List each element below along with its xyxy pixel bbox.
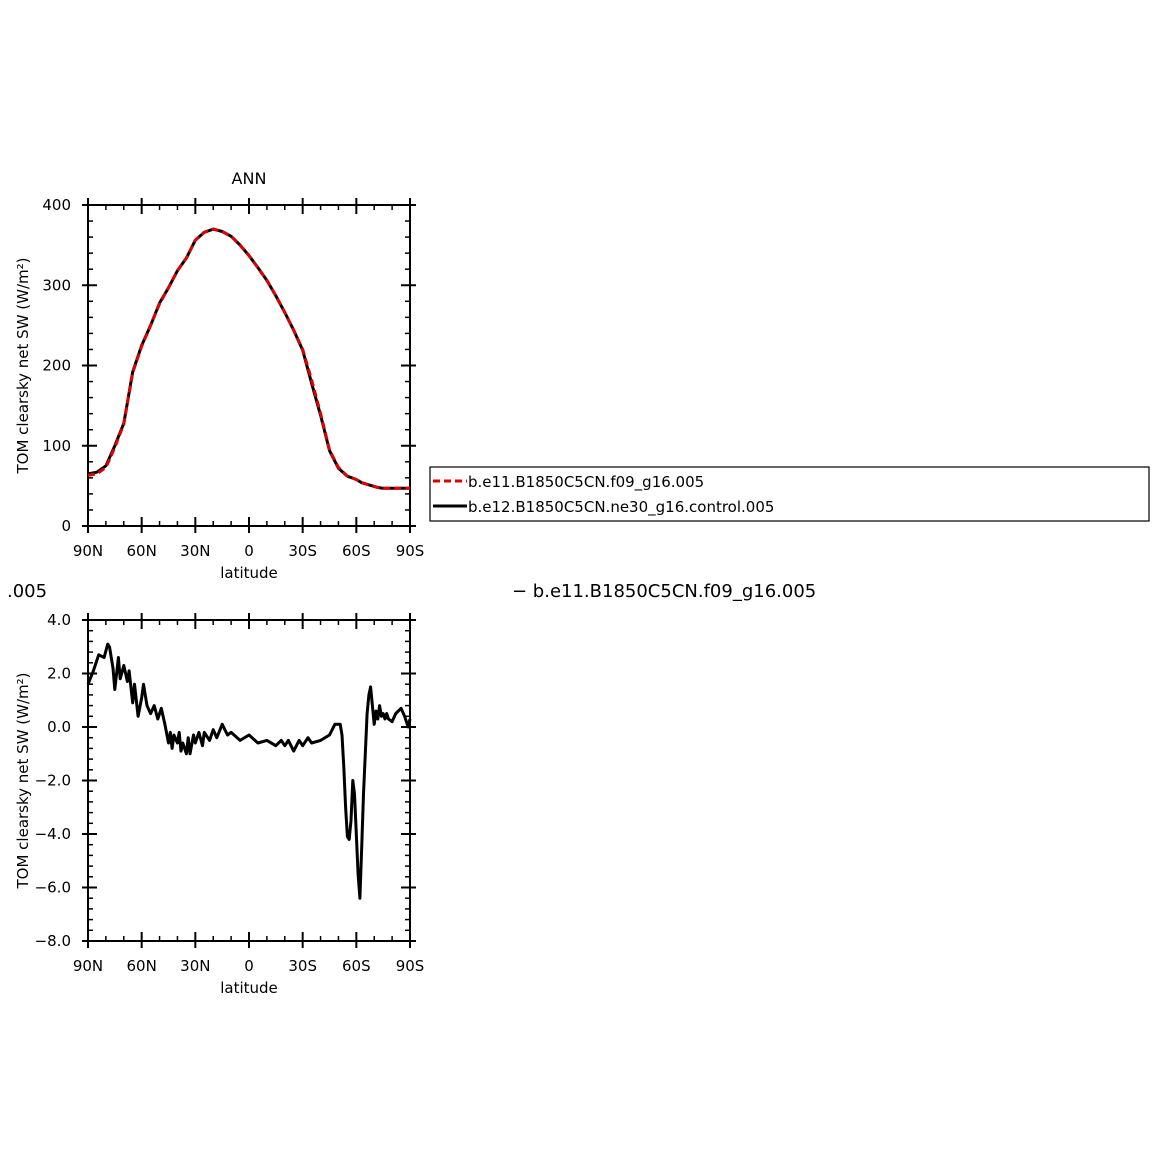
y-tick-label: 0 bbox=[61, 517, 71, 535]
chart-title: ANN bbox=[232, 169, 267, 188]
x-tick-label: 60S bbox=[342, 957, 371, 975]
x-tick-label: 0 bbox=[244, 957, 254, 975]
x-tick-label: 30N bbox=[180, 957, 210, 975]
x-tick-label: 60S bbox=[342, 542, 371, 560]
y-tick-label: 200 bbox=[42, 357, 71, 375]
x-tick-label: 90S bbox=[396, 957, 425, 975]
plot-frame bbox=[87, 619, 411, 942]
y-tick-label: 100 bbox=[42, 437, 71, 455]
legend-entry: b.e12.B1850C5CN.ne30_g16.control.005 bbox=[468, 498, 774, 517]
x-tick-label: 30S bbox=[288, 542, 317, 560]
series-line-difference bbox=[86, 642, 412, 900]
x-tick-label: 90N bbox=[73, 542, 103, 560]
legend: b.e11.B1850C5CN.f09_g16.005 b.e12.B1850C5… bbox=[429, 466, 1150, 522]
y-tick-label: 4.0 bbox=[47, 611, 71, 629]
legend-entry: b.e11.B1850C5CN.f09_g16.005 bbox=[468, 473, 704, 492]
y-tick-label: 400 bbox=[42, 196, 71, 214]
legend-box bbox=[429, 466, 1150, 522]
y-tick-label: −8.0 bbox=[35, 932, 71, 950]
chart-2: 90N 60N 30N 0 30S 60S 90S 4.0 2.0 0.0 −2.0 −4.0 −6.0… bbox=[14, 611, 424, 997]
series-line-b-e11-b1850c5cn-f09-g16-005 bbox=[87, 227, 410, 490]
x-tick-label: 0 bbox=[244, 542, 254, 560]
x-tick-label: 90S bbox=[396, 542, 425, 560]
y-tick-label: −4.0 bbox=[35, 825, 71, 843]
chart-1: ANN 90N 60N 30N 0 30S 60S 90S 0 100 200 300 400 latit… bbox=[14, 169, 424, 582]
page-title-fragment-left: .005 bbox=[7, 581, 47, 602]
y-tick-label: −6.0 bbox=[35, 879, 71, 897]
y-tick-label: 300 bbox=[42, 276, 71, 294]
y-axis-label: TOM clearsky net SW (W/m²) bbox=[14, 257, 32, 474]
x-tick-label: 30N bbox=[180, 542, 210, 560]
x-tick-label: 60N bbox=[127, 957, 157, 975]
x-tick-label: 90N bbox=[73, 957, 103, 975]
x-axis-label: latitude bbox=[220, 564, 278, 582]
y-axis-label: TOM clearsky net SW (W/m²) bbox=[14, 672, 32, 889]
x-tick-label: 60N bbox=[127, 542, 157, 560]
page-title-fragment-right: − b.e11.B1850C5CN.f09_g16.005 bbox=[512, 581, 816, 602]
x-axis-label: latitude bbox=[220, 979, 278, 997]
y-tick-label: 2.0 bbox=[47, 665, 71, 683]
x-tick-label: 30S bbox=[288, 957, 317, 975]
y-tick-label: −2.0 bbox=[35, 772, 71, 790]
y-tick-label: 0.0 bbox=[47, 718, 71, 736]
